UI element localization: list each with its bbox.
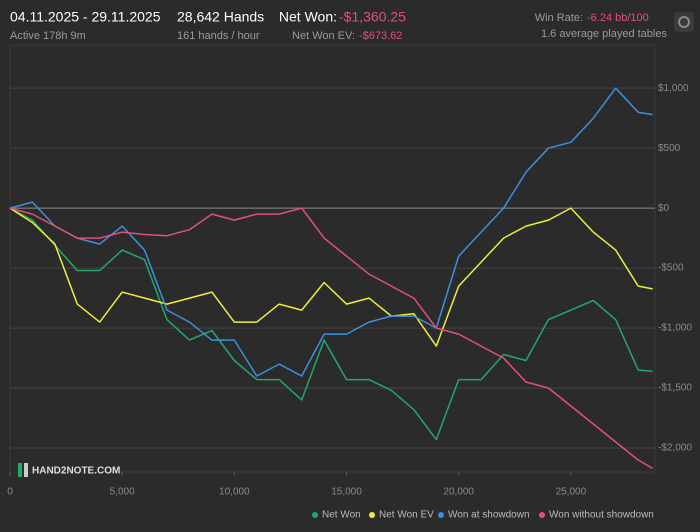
y-tick-label: $0 xyxy=(658,203,670,214)
win-rate-label: Win Rate: xyxy=(535,12,583,24)
hands: 28,642 Hands xyxy=(177,9,264,25)
legend-swatch xyxy=(539,512,545,518)
legend: Net Won Net Won EV Won at showdown Won with… xyxy=(312,510,654,521)
hands-rate: 161 hands / hour xyxy=(177,30,260,42)
logo-text: HAND2NOTE.COM xyxy=(32,466,120,477)
series-line xyxy=(9,87,653,377)
series-line xyxy=(9,207,653,470)
legend-label: Net Won xyxy=(322,510,361,521)
settings-button[interactable] xyxy=(674,12,694,32)
x-tick-label: 15,000 xyxy=(331,487,362,498)
win-rate-value: -6.24 bb/100 xyxy=(587,12,649,24)
series-line xyxy=(9,207,653,441)
legend-swatch xyxy=(438,512,444,518)
y-tick-label: $500 xyxy=(658,143,681,154)
logo-mark xyxy=(24,463,28,477)
plot-area xyxy=(9,44,656,473)
grid: $1,000 $500 $0 -$500 -$1,000 -$1,500 -$2,000 0 5… xyxy=(7,83,692,498)
legend-swatch xyxy=(312,512,318,518)
date-range: 04.11.2025 - 29.11.2025 xyxy=(10,9,161,25)
x-tick-label: 20,000 xyxy=(443,487,474,498)
net-won-value: -$1,360.25 xyxy=(339,9,406,25)
y-tick-label: -$1,000 xyxy=(658,323,692,334)
legend-swatch xyxy=(369,512,375,518)
tables: 1.6 average played tables xyxy=(541,28,667,40)
y-tick-label: -$1,500 xyxy=(658,383,692,394)
legend-label: Won without showdown xyxy=(549,510,654,521)
x-tick-label: 5,000 xyxy=(110,487,135,498)
logo-mark xyxy=(18,463,22,477)
net-won-label: Net Won: xyxy=(279,9,337,25)
y-tick-label: $1,000 xyxy=(658,83,689,94)
gear-icon[interactable] xyxy=(678,16,690,28)
y-tick-label: -$2,000 xyxy=(658,443,692,454)
x-tick-label: 25,000 xyxy=(556,487,587,498)
legend-label: Won at showdown xyxy=(448,510,530,521)
x-tick-label: 10,000 xyxy=(219,487,250,498)
settings-bg[interactable] xyxy=(674,12,694,32)
lines xyxy=(9,87,653,470)
active-time: Active 178h 9m xyxy=(10,30,86,42)
x-tick-label: 0 xyxy=(7,487,13,498)
logo: HAND2NOTE.COM xyxy=(18,463,120,477)
series-line xyxy=(9,207,653,347)
ev-label: Net Won EV: xyxy=(292,30,355,42)
legend-label: Net Won EV xyxy=(379,510,434,521)
y-tick-label: -$500 xyxy=(658,263,684,274)
ev-value: -$673.62 xyxy=(359,30,402,42)
